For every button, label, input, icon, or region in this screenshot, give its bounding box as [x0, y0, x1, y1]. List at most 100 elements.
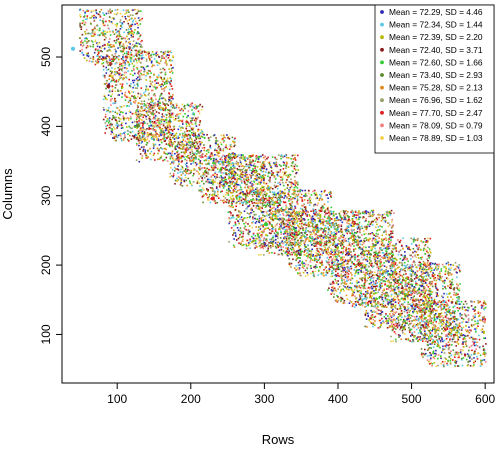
data-point	[261, 244, 264, 247]
data-point	[255, 202, 257, 204]
data-point	[262, 247, 265, 250]
data-point	[152, 134, 154, 136]
data-point	[299, 274, 302, 277]
data-point	[195, 108, 197, 110]
data-point	[171, 154, 174, 157]
data-point	[218, 155, 220, 157]
data-point	[206, 189, 208, 191]
data-point	[255, 194, 258, 196]
data-point	[122, 45, 125, 47]
data-point	[261, 170, 264, 173]
data-point	[152, 145, 155, 148]
data-point	[137, 113, 140, 116]
data-point	[131, 23, 134, 26]
data-point	[278, 219, 280, 222]
data-point	[150, 123, 153, 126]
data-point	[190, 183, 193, 186]
data-point	[342, 274, 345, 277]
data-point	[294, 230, 296, 232]
data-point	[222, 181, 224, 183]
data-point	[196, 182, 199, 184]
data-point	[121, 92, 123, 95]
data-point	[305, 213, 307, 216]
data-point	[213, 191, 216, 194]
data-point	[158, 144, 161, 146]
data-point	[117, 124, 119, 126]
data-point	[252, 198, 254, 200]
data-point	[241, 244, 244, 247]
data-point	[228, 168, 230, 171]
data-point	[307, 202, 309, 204]
data-point	[126, 15, 129, 18]
data-point	[156, 76, 158, 78]
data-point	[297, 169, 299, 171]
data-point	[276, 205, 279, 207]
data-point	[168, 54, 170, 57]
data-point	[316, 224, 319, 227]
data-point	[158, 120, 161, 122]
data-point	[120, 74, 123, 76]
data-point	[254, 247, 256, 249]
data-point	[115, 71, 117, 74]
data-point	[98, 29, 101, 32]
data-point	[129, 111, 132, 114]
data-point	[266, 227, 268, 229]
data-point	[302, 267, 305, 269]
data-point	[313, 240, 316, 242]
data-point	[315, 255, 318, 258]
data-point	[206, 181, 209, 183]
data-point	[292, 242, 294, 245]
data-point	[134, 102, 136, 104]
data-point	[169, 119, 171, 122]
data-point	[149, 59, 151, 62]
point-block	[257, 188, 333, 257]
data-point	[137, 52, 139, 54]
data-point	[198, 168, 201, 171]
data-point	[83, 15, 86, 17]
data-point	[290, 262, 293, 265]
data-point	[170, 85, 173, 87]
data-point	[304, 250, 306, 252]
data-point	[263, 182, 266, 185]
data-point	[219, 163, 221, 166]
data-point	[177, 142, 180, 144]
data-point	[294, 211, 297, 214]
data-point	[265, 182, 268, 185]
data-point	[138, 43, 141, 45]
data-point	[313, 232, 316, 235]
data-point	[177, 179, 179, 181]
data-point	[207, 189, 210, 191]
data-point	[126, 67, 128, 70]
data-point	[290, 218, 293, 220]
data-point	[120, 24, 122, 27]
data-point	[170, 166, 172, 169]
data-point	[306, 255, 308, 257]
data-point	[288, 195, 290, 197]
data-point	[161, 57, 163, 59]
data-point	[129, 59, 132, 61]
data-point	[171, 88, 174, 90]
data-point	[263, 176, 266, 179]
data-point	[268, 202, 271, 204]
data-point	[256, 177, 258, 179]
data-point	[254, 165, 257, 168]
data-point	[155, 98, 157, 101]
data-point	[120, 50, 122, 53]
data-point	[133, 101, 135, 103]
data-point	[196, 180, 199, 183]
data-point	[214, 149, 216, 152]
data-point	[221, 171, 223, 174]
data-point	[279, 190, 282, 192]
data-point	[250, 172, 253, 174]
data-point	[149, 76, 152, 79]
data-point	[213, 134, 216, 136]
data-point	[240, 163, 243, 165]
data-point	[111, 45, 114, 48]
data-point	[310, 253, 312, 256]
data-point	[111, 10, 113, 12]
data-point	[121, 122, 123, 124]
data-point	[275, 170, 278, 173]
data-point	[113, 80, 116, 83]
data-point	[321, 248, 323, 251]
data-point	[117, 89, 119, 92]
